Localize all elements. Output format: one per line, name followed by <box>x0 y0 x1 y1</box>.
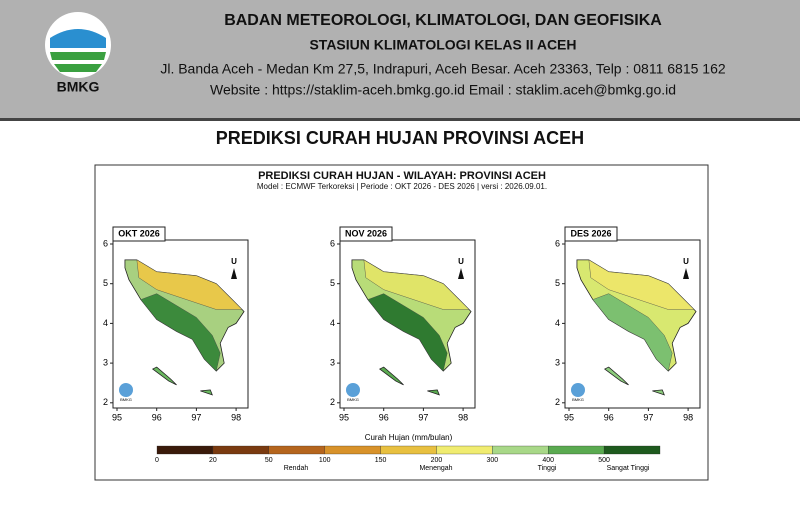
colorbar-segment <box>492 445 549 455</box>
mini-logo-text: BMKG <box>347 397 359 402</box>
colorbar-tick-label: 0 <box>155 457 159 464</box>
header-line: Jl. Banda Aceh - Medan Km 27,5, Indrapur… <box>160 61 726 77</box>
y-tick-label: 6 <box>330 238 335 248</box>
colorbar-tick-label: 300 <box>486 457 498 464</box>
colorbar-tick-label: 400 <box>542 457 554 464</box>
y-tick-label: 4 <box>555 318 560 328</box>
panel-title: DES 2026 <box>570 228 611 238</box>
colorbar-segment <box>324 445 381 455</box>
y-tick-label: 3 <box>330 357 335 367</box>
y-tick-label: 3 <box>555 357 560 367</box>
colorbar-tick-label: 20 <box>209 457 217 464</box>
header-line: Website : https://staklim-aceh.bmkg.go.i… <box>210 82 676 98</box>
x-tick-label: 96 <box>152 412 162 422</box>
colorbar-segment <box>156 445 214 455</box>
colorbar-tick-label: 50 <box>265 457 273 464</box>
y-tick-label: 3 <box>103 357 108 367</box>
y-tick-label: 6 <box>103 238 108 248</box>
north-arrow <box>458 268 464 279</box>
panel-title: NOV 2026 <box>345 228 387 238</box>
y-tick-label: 5 <box>103 278 108 288</box>
figure-subtitle: Model : ECMWF Terkoreksi | Periode : OKT… <box>257 182 547 191</box>
y-tick-label: 6 <box>555 238 560 248</box>
y-tick-label: 2 <box>555 397 560 407</box>
north-arrow <box>683 268 689 279</box>
mini-logo-text: BMKG <box>572 397 584 402</box>
y-tick-label: 4 <box>103 318 108 328</box>
mini-logo <box>119 383 133 397</box>
y-tick-label: 2 <box>330 397 335 407</box>
header-line: STASIUN KLIMATOLOGI KELAS II ACEH <box>309 37 576 53</box>
x-tick-label: 96 <box>604 412 614 422</box>
x-tick-label: 95 <box>339 412 349 422</box>
panel-title-box <box>112 226 166 242</box>
colorbar-segment <box>380 445 437 455</box>
panel-title-box <box>339 226 393 242</box>
north-arrow <box>231 268 237 279</box>
header-line: BADAN METEOROLOGI, KLIMATOLOGI, DAN GEOF… <box>224 12 662 29</box>
colorbar-tick-label: 100 <box>319 457 331 464</box>
logo-shape <box>50 29 106 48</box>
colorbar-class: Rendah <box>284 465 309 472</box>
colorbar-segment <box>212 445 269 455</box>
mini-logo <box>346 383 360 397</box>
figure-title: PREDIKSI CURAH HUJAN - WILAYAH: PROVINSI… <box>258 170 546 182</box>
colorbar-segment <box>603 445 661 455</box>
mini-logo <box>571 383 585 397</box>
colorbar-tick-label: 500 <box>598 457 610 464</box>
y-tick-label: 5 <box>555 278 560 288</box>
colorbar-tick-label: 150 <box>375 457 387 464</box>
page-title: PREDIKSI CURAH HUJAN PROVINSI ACEH <box>216 128 584 148</box>
panel-title-box <box>564 226 618 242</box>
north-label: U <box>231 257 237 266</box>
x-tick-label: 98 <box>683 412 693 422</box>
x-tick-label: 97 <box>643 412 653 422</box>
colorbar-tick-label: 200 <box>431 457 443 464</box>
colorbar-segment <box>268 445 325 455</box>
mini-logo-text: BMKG <box>120 397 132 402</box>
colorbar-segment <box>548 445 605 455</box>
colorbar-segment <box>436 445 493 455</box>
north-label: U <box>683 257 689 266</box>
north-label: U <box>458 257 464 266</box>
logo-shape <box>50 52 106 72</box>
y-tick-label: 4 <box>330 318 335 328</box>
header-rule <box>0 118 800 121</box>
colorbar-label: Curah Hujan (mm/bulan) <box>365 433 453 442</box>
x-tick-label: 96 <box>379 412 389 422</box>
x-tick-label: 98 <box>231 412 241 422</box>
logo-text: BMKG <box>57 79 100 95</box>
header-bg <box>0 0 800 118</box>
colorbar-class: Sangat Tinggi <box>607 465 650 472</box>
x-tick-label: 97 <box>418 412 428 422</box>
panels: OKT 2026 U BMKG 95 96 97 98 2 3 4 5 6 NOV 2026 U BMKG 9… <box>103 226 701 422</box>
x-tick-label: 98 <box>458 412 468 422</box>
x-tick-label: 95 <box>564 412 574 422</box>
y-tick-label: 5 <box>330 278 335 288</box>
colorbar-class: Tinggi <box>538 465 557 472</box>
x-tick-label: 97 <box>191 412 201 422</box>
y-tick-label: 2 <box>103 397 108 407</box>
x-tick-label: 95 <box>112 412 122 422</box>
panel-title: OKT 2026 <box>118 228 160 238</box>
colorbar-class: Menengah <box>419 465 452 472</box>
colorbar: Curah Hujan (mm/bulan) 0 20 50 100 150 200 300 4… <box>155 433 661 472</box>
